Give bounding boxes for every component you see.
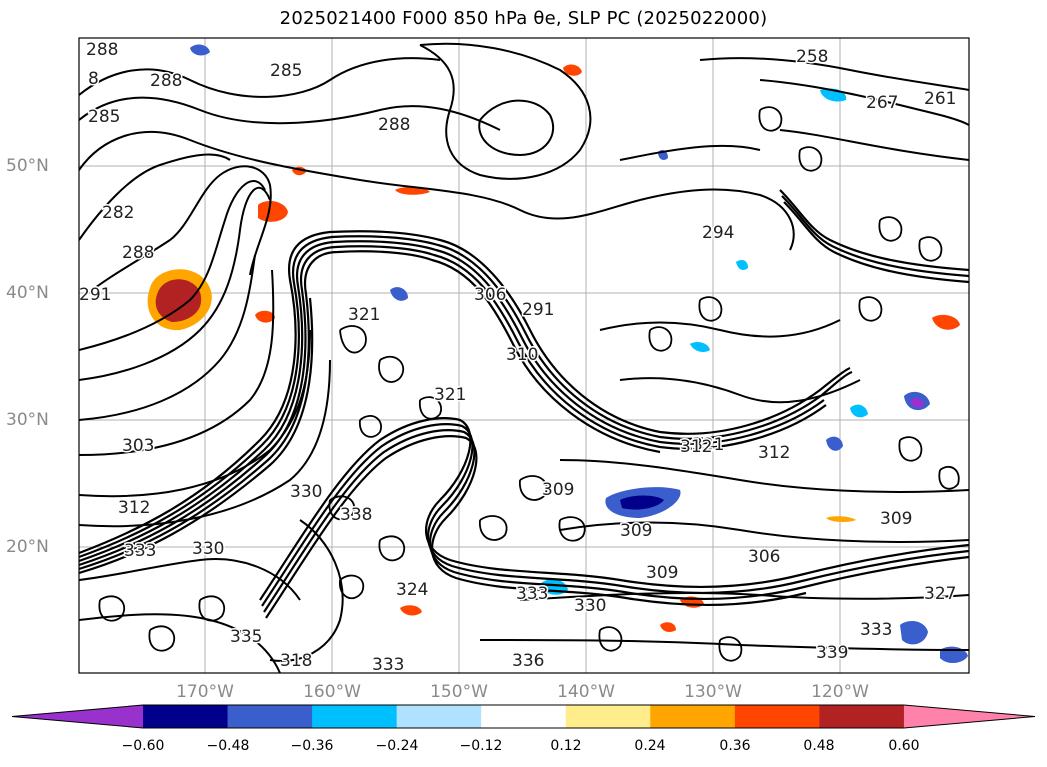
- lon-label-150w: 150°W: [430, 682, 488, 702]
- contour-label: 288: [150, 71, 182, 91]
- colorbar-tick: 0.48: [803, 738, 835, 754]
- colorbar-tick: −0.24: [375, 738, 419, 754]
- colorbar-swatch: [650, 705, 736, 728]
- contour-label: 338: [340, 505, 372, 525]
- colorbar-tick: 0.36: [719, 738, 751, 754]
- colorbar-tick: −0.36: [290, 738, 334, 754]
- contour-label: 330: [574, 596, 606, 616]
- lat-label-50n: 50°N: [6, 156, 49, 176]
- contour-label: 285: [88, 107, 120, 127]
- contour-label: 306: [748, 547, 780, 567]
- contour-label: 282: [102, 203, 134, 223]
- contour-label: 333: [860, 620, 892, 640]
- contour-label: 8: [88, 69, 99, 89]
- filled-anomalies: [147, 44, 968, 664]
- lon-label-140w: 140°W: [557, 682, 615, 702]
- contour-label: 333: [124, 541, 156, 561]
- colorbar-swatch: [565, 705, 651, 728]
- contour-label: 309: [880, 509, 912, 529]
- contour-label: 327: [924, 584, 956, 604]
- contour-label: 294: [702, 223, 734, 243]
- contour-label: 324: [396, 580, 428, 600]
- contour-label: 285: [270, 61, 302, 81]
- lon-label-130w: 130°W: [684, 682, 742, 702]
- contour-label: 333: [372, 655, 404, 675]
- contour-label: 309: [620, 521, 652, 541]
- contour-label: 333: [516, 584, 548, 604]
- figure-title: 2025021400 F000 850 hPa θe, SLP PC (2025…: [279, 8, 768, 29]
- contour-label: 288: [122, 243, 154, 263]
- contour-label: 339: [816, 643, 848, 663]
- contour-label: 318: [280, 651, 312, 671]
- colorbar-tick: −0.48: [206, 738, 250, 754]
- lon-label-170w: 170°W: [176, 682, 234, 702]
- subtropical-front: [259, 417, 969, 619]
- colorbar-swatches: [11, 704, 1036, 729]
- lon-label-160w: 160°W: [303, 682, 361, 702]
- map-panel: 288 285 288 285 288 282 288 291 303 312 …: [78, 37, 970, 677]
- colorbar-swatch: [396, 705, 482, 728]
- colorbar-outline: [11, 704, 1036, 729]
- contour-labels: 288 285 288 285 288 282 288 291 303 312 …: [78, 39, 958, 677]
- coastal-front: [779, 189, 969, 284]
- frontal-zone: [79, 230, 853, 575]
- colorbar-tick: 0.12: [550, 738, 582, 754]
- colorbar-swatch: [819, 705, 905, 728]
- map-background: [79, 38, 969, 673]
- contour-label: 321: [692, 435, 724, 455]
- colorbar-swatch: [734, 705, 820, 728]
- colorbar-tick: 0.60: [888, 738, 920, 754]
- contour-label: 261: [924, 89, 956, 109]
- contour-label: 291: [522, 300, 554, 320]
- colorbar-tick: −0.12: [459, 738, 503, 754]
- lat-label-30n: 30°N: [6, 410, 49, 430]
- contour-label: 312: [680, 437, 712, 457]
- contour-label: 330: [290, 482, 322, 502]
- lat-label-20n: 20°N: [6, 537, 49, 557]
- contour-label: 336: [512, 651, 544, 671]
- contour-label: 335: [230, 627, 262, 647]
- map-frame: [78, 37, 970, 674]
- contour-label: 309: [542, 480, 574, 500]
- colorbar-swatch-low: [12, 705, 143, 728]
- contour-label: 288: [86, 40, 118, 60]
- lat-label-40n: 40°N: [6, 283, 49, 303]
- colorbar-tick: 0.24: [634, 738, 666, 754]
- colorbar-swatch: [227, 705, 313, 728]
- contour-label: 310: [506, 345, 538, 365]
- lon-label-120w: 120°W: [811, 682, 869, 702]
- contour-label: 267: [866, 93, 898, 113]
- colorbar-swatch: [143, 705, 229, 728]
- colorbar: [11, 704, 1036, 729]
- contour-label: 321: [434, 385, 466, 405]
- colorbar-swatch: [312, 705, 398, 728]
- colorbar-tick: −0.60: [121, 738, 165, 754]
- contour-label: 309: [646, 563, 678, 583]
- contour-label: 306: [474, 285, 506, 305]
- contour-label: 258: [796, 47, 828, 67]
- contour-label: 303: [122, 436, 154, 456]
- small-scale-contours: [98, 106, 960, 662]
- contour-label: 321: [348, 305, 380, 325]
- contour-label: 330: [192, 539, 224, 559]
- contour-label: 288: [378, 115, 410, 135]
- contour-label: 312: [758, 443, 790, 463]
- contour-label: 291: [79, 285, 111, 305]
- colorbar-swatch-high: [903, 705, 1035, 728]
- contour-label: 312: [118, 498, 150, 518]
- colorbar-swatch: [481, 705, 567, 728]
